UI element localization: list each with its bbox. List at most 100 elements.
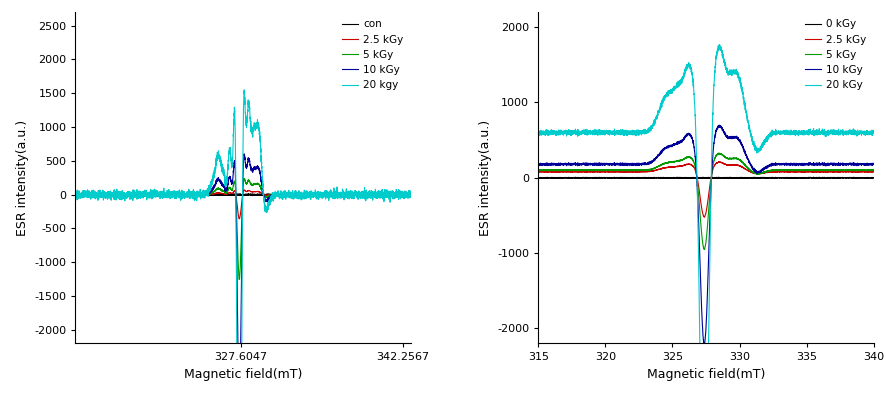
0 kGy — [820, 176, 830, 181]
5 kGy — [229, 179, 240, 184]
10 kGy — [238, 152, 249, 156]
con — [405, 192, 416, 197]
2.5 kGy — [532, 169, 543, 174]
con — [314, 193, 324, 198]
Y-axis label: ESR intensity(a.u.): ESR intensity(a.u.) — [16, 120, 28, 236]
Line: 0 kGy: 0 kGy — [538, 177, 873, 178]
10 kGy — [532, 162, 543, 166]
20 kGy — [532, 129, 543, 134]
0 kGy — [776, 175, 787, 180]
2.5 kGy — [698, 215, 709, 219]
2.5 kGy — [234, 217, 245, 221]
2.5 kGy — [673, 164, 684, 169]
Line: 20 kGy: 20 kGy — [538, 45, 873, 404]
2.5 kGy — [692, 178, 703, 183]
con — [211, 192, 222, 197]
0 kGy — [692, 175, 703, 180]
0 kGy — [807, 175, 818, 180]
0 kGy — [841, 176, 851, 181]
con — [229, 192, 240, 197]
20 kgy — [214, 156, 224, 161]
Line: con: con — [75, 194, 410, 196]
20 kGy — [673, 81, 684, 86]
5 kGy — [532, 168, 543, 173]
10 kGy — [867, 162, 878, 166]
5 kGy — [70, 191, 81, 196]
20 kgy — [229, 111, 240, 116]
10 kGy — [378, 195, 389, 200]
10 kGy — [841, 162, 851, 167]
20 kgy — [211, 159, 222, 164]
2.5 kGy — [211, 191, 222, 196]
2.5 kGy — [713, 160, 724, 164]
X-axis label: Magnetic field(mT): Magnetic field(mT) — [183, 368, 302, 381]
5 kGy — [238, 176, 249, 181]
2.5 kGy — [378, 193, 389, 198]
con — [378, 193, 389, 198]
5 kGy — [234, 277, 245, 282]
5 kGy — [211, 187, 222, 192]
10 kGy — [676, 139, 687, 143]
20 kgy — [395, 189, 406, 194]
Line: 20 kgy: 20 kgy — [75, 90, 410, 404]
5 kGy — [673, 158, 684, 163]
20 kGy — [867, 130, 878, 135]
0 kGy — [676, 175, 687, 180]
10 kGy — [314, 192, 324, 197]
0 kGy — [532, 175, 543, 180]
5 kGy — [698, 247, 709, 252]
2.5 kGy — [776, 169, 787, 174]
5 kGy — [395, 192, 406, 197]
Y-axis label: ESR intensity(a.u.): ESR intensity(a.u.) — [478, 120, 491, 236]
X-axis label: Magnetic field(mT): Magnetic field(mT) — [646, 368, 765, 381]
2.5 kGy — [676, 164, 687, 168]
con — [70, 191, 81, 196]
10 kGy — [70, 191, 81, 196]
con — [331, 191, 342, 196]
5 kGy — [405, 192, 416, 197]
2.5 kGy — [314, 192, 324, 197]
2.5 kGy — [867, 169, 878, 174]
2.5 kGy — [405, 192, 416, 197]
Legend: 0 kGy, 2.5 kGy, 5 kGy, 10 kGy, 20 kGy: 0 kGy, 2.5 kGy, 5 kGy, 10 kGy, 20 kGy — [803, 17, 867, 93]
2.5 kGy — [70, 192, 81, 197]
con — [385, 194, 395, 198]
0 kGy — [673, 175, 684, 180]
10 kGy — [214, 178, 224, 183]
Line: 10 kGy: 10 kGy — [75, 154, 410, 404]
10 kGy — [692, 196, 703, 200]
5 kGy — [867, 168, 878, 173]
10 kGy — [858, 162, 868, 166]
5 kGy — [776, 168, 787, 173]
20 kGy — [858, 130, 868, 135]
20 kGy — [676, 78, 687, 83]
2.5 kGy — [395, 192, 406, 197]
con — [214, 193, 224, 198]
2.5 kGy — [238, 187, 249, 192]
20 kGy — [692, 206, 703, 211]
2.5 kGy — [229, 189, 240, 194]
20 kgy — [314, 193, 324, 198]
20 kgy — [238, 87, 249, 92]
20 kgy — [405, 194, 416, 199]
5 kGy — [214, 187, 224, 191]
20 kGy — [841, 132, 851, 137]
10 kGy — [395, 191, 406, 196]
5 kGy — [692, 183, 703, 187]
Line: 10 kGy: 10 kGy — [538, 125, 873, 345]
10 kGy — [698, 343, 709, 347]
20 kgy — [378, 199, 389, 204]
10 kGy — [673, 140, 684, 145]
10 kGy — [776, 162, 787, 167]
Line: 2.5 kGy: 2.5 kGy — [75, 190, 410, 219]
10 kGy — [405, 193, 416, 198]
5 kGy — [314, 192, 324, 197]
5 kGy — [676, 158, 687, 162]
2.5 kGy — [214, 191, 224, 196]
con — [395, 192, 406, 197]
20 kGy — [713, 42, 724, 47]
5 kGy — [378, 193, 389, 198]
5 kGy — [841, 168, 851, 173]
Line: 2.5 kGy: 2.5 kGy — [538, 162, 873, 217]
0 kGy — [867, 175, 878, 180]
